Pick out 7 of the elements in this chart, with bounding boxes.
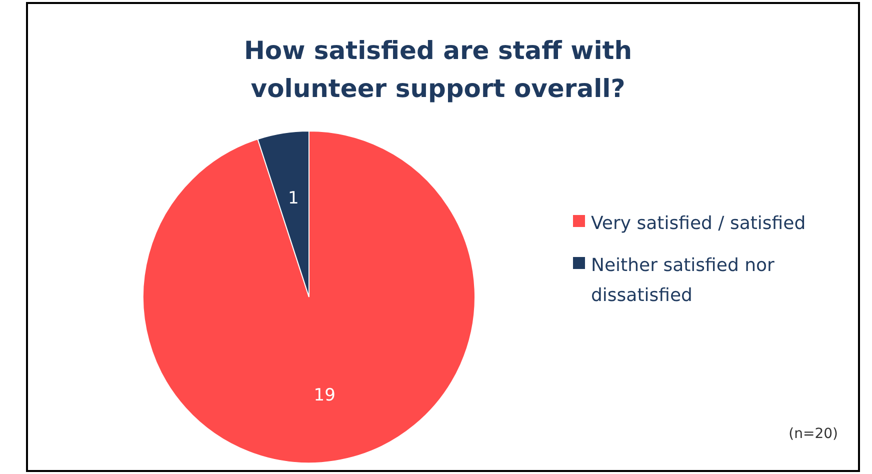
text: (n=20)	[788, 426, 838, 442]
legend-label: Neither satisfied nor dissatisfied	[591, 254, 776, 308]
legend-label: Very satisfied / satisfied	[591, 212, 807, 236]
chart-title: How satisfied are staff with volunteer support overall?	[242, 35, 634, 105]
pie-slice	[142, 130, 476, 464]
data-label: 1	[288, 188, 299, 209]
data-label: 19	[314, 385, 336, 406]
